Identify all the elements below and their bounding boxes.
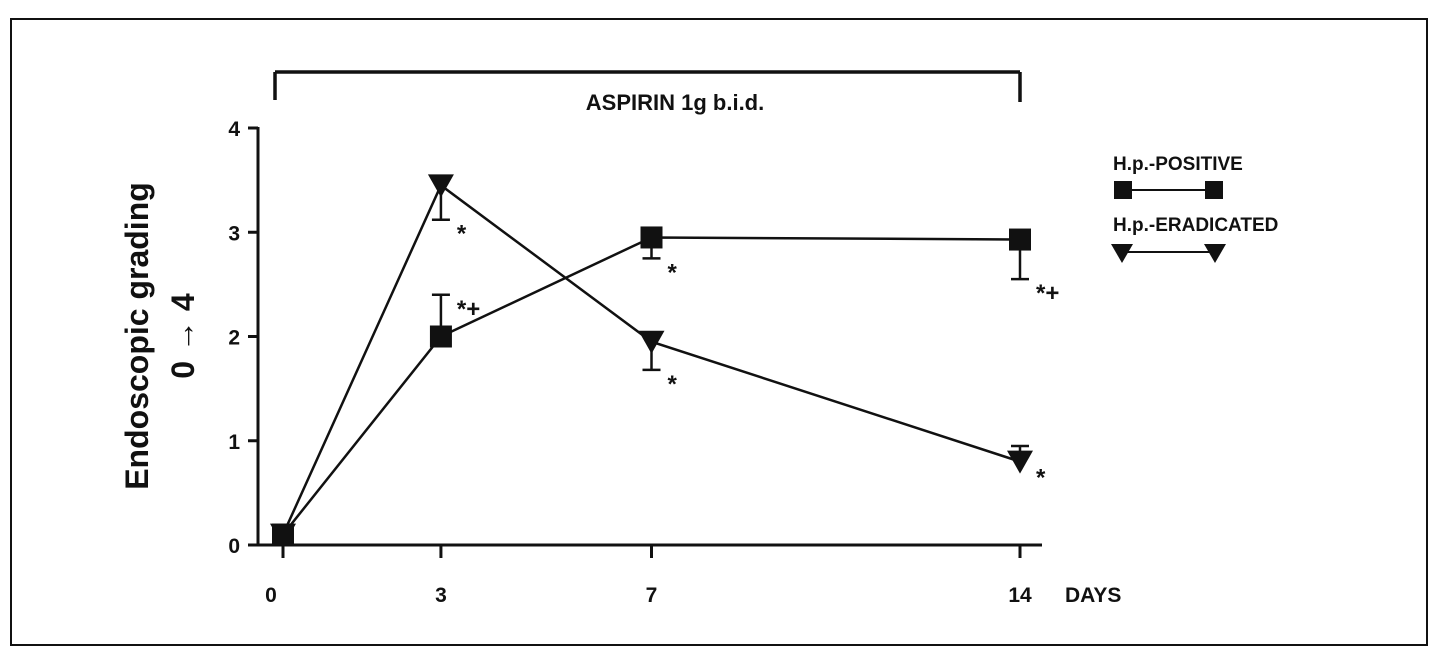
figure-frame [10,18,1428,646]
x-tick-label: 7 [646,584,658,607]
significance-label: * [1036,465,1046,492]
legend-marker-eradicated-left [1111,244,1133,263]
y-tick-label: 3 [228,222,240,245]
legend-marker-positive-left [1114,181,1132,199]
x-tick-label: 14 [1008,584,1032,607]
legend-marker-positive-right [1205,181,1223,199]
legend-label-positive: H.p.-POSITIVE [1113,154,1243,175]
significance-label: * [668,259,678,286]
treatment-label: ASPIRIN 1g b.i.d. [586,90,764,115]
x-tick-label: 0 [265,584,277,607]
series-line [281,183,1021,536]
series-positive: *+ * *+ [272,226,1059,546]
treatment-bracket: ASPIRIN 1g b.i.d. [273,70,1022,115]
data-point [1009,228,1031,251]
y-tick-label: 0 [228,535,240,558]
data-point [429,325,452,348]
significance-label: * [668,371,678,398]
x-tick-label: 3 [435,584,447,607]
y-axis-label-line2: 0 → 4 [165,293,201,379]
series-layer: *+ * *+ * * * [270,174,1059,547]
data-point [640,226,663,249]
x-ticks: 0 3 7 14 [265,545,1032,607]
data-point [270,523,296,547]
y-tick-label: 1 [228,431,240,454]
x-axis-label: DAYS [1065,584,1121,607]
legend: H.p.-POSITIVE H.p.-ERADICATED [1111,154,1278,263]
data-point [1007,450,1033,474]
data-point [638,330,665,354]
legend-label-eradicated: H.p.-ERADICATED [1113,215,1278,236]
series-line [282,236,1021,536]
y-tick-label: 4 [228,118,240,141]
y-axis-label-line1: Endoscopic grading [119,182,155,490]
significance-label: * [457,221,467,248]
y-ticks: 0 1 2 3 4 [228,118,258,558]
y-tick-label: 2 [228,327,240,350]
significance-label: *+ [1036,280,1059,307]
legend-marker-eradicated-right [1204,244,1226,263]
y-axis-label: Endoscopic grading 0 → 4 [119,182,201,490]
data-point [427,174,454,198]
series-eradicated: * * * [270,174,1046,547]
significance-label: *+ [457,296,480,323]
